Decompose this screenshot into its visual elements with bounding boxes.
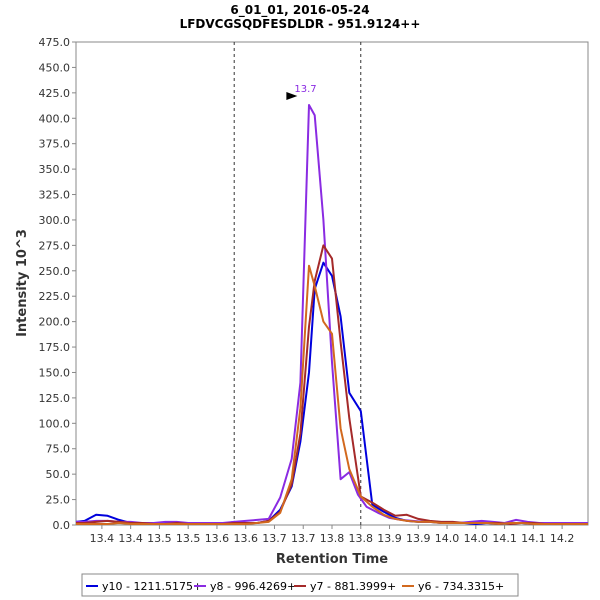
x-tick-label: 13.4: [118, 532, 143, 545]
chart-title-line1: 6_01_01, 2016-05-24: [230, 3, 369, 18]
chart-title-line2: LFDVCGSQDFESDLDR - 951.9124++: [180, 17, 421, 31]
y-tick-label: 200.0: [39, 316, 71, 329]
y-tick-label: 0.0: [53, 519, 71, 532]
y-tick-label: 150.0: [39, 366, 71, 379]
x-axis-label: Retention Time: [276, 552, 388, 567]
y-tick-label: 450.0: [39, 61, 71, 74]
y-tick-label: 125.0: [39, 392, 71, 405]
x-axis-ticks: 13.4 13.4 13.5 13.5 13.6 13.6 13.7 13.7 13.8 13.8…: [90, 525, 575, 545]
y-tick-label: 225.0: [39, 290, 71, 303]
y-tick-label: 350.0: [39, 163, 71, 176]
x-tick-label: 13.6: [205, 532, 230, 545]
x-tick-label: 13.7: [262, 532, 287, 545]
x-tick-label: 13.9: [377, 532, 402, 545]
y-tick-label: 25.0: [46, 494, 71, 507]
y-axis-ticks: 0.0 25.0 50.0 75.0 100.0 125.0 150.0 175.0 200.0…: [39, 36, 76, 532]
x-tick-label: 13.6: [233, 532, 258, 545]
x-tick-label: 14.0: [435, 532, 460, 545]
y-tick-label: 325.0: [39, 189, 71, 202]
x-tick-label: 14.0: [464, 532, 489, 545]
peak-arrow-icon: [286, 92, 298, 101]
y-tick-label: 75.0: [46, 443, 71, 456]
x-tick-label: 14.1: [492, 532, 517, 545]
legend-label: y10 - 1211.5175+: [102, 580, 202, 593]
x-tick-label: 13.9: [406, 532, 431, 545]
x-tick-label: 13.4: [90, 532, 115, 545]
y-tick-label: 425.0: [39, 87, 71, 100]
plot-area: [75, 41, 589, 526]
x-tick-label: 13.5: [147, 532, 172, 545]
y-tick-label: 50.0: [46, 468, 71, 481]
y-tick-label: 275.0: [39, 239, 71, 252]
y-tick-label: 375.0: [39, 138, 71, 151]
legend-label: y8 - 996.4269+: [210, 580, 296, 593]
y-tick-label: 300.0: [39, 214, 71, 227]
x-tick-label: 13.7: [291, 532, 316, 545]
y-tick-label: 175.0: [39, 341, 71, 354]
y-tick-label: 475.0: [39, 36, 71, 49]
x-tick-label: 13.5: [176, 532, 201, 545]
y-tick-label: 250.0: [39, 265, 71, 278]
legend-label: y7 - 881.3999+: [310, 580, 396, 593]
y-tick-label: 400.0: [39, 112, 71, 125]
x-tick-label: 14.1: [521, 532, 546, 545]
series-lines: [75, 104, 588, 525]
x-tick-label: 13.8: [349, 532, 374, 545]
legend-label: y6 - 734.3315+: [418, 580, 504, 593]
x-tick-label: 14.2: [550, 532, 575, 545]
peak-label: 13.7: [294, 84, 316, 95]
series-line: [76, 264, 588, 525]
y-axis-label: Intensity 10^3: [15, 229, 30, 337]
y-tick-label: 100.0: [39, 417, 71, 430]
x-tick-label: 13.8: [320, 532, 345, 545]
integration-boundaries: [233, 42, 362, 525]
legend: y10 - 1211.5175+ y8 - 996.4269+ y7 - 881.3…: [86, 580, 504, 593]
